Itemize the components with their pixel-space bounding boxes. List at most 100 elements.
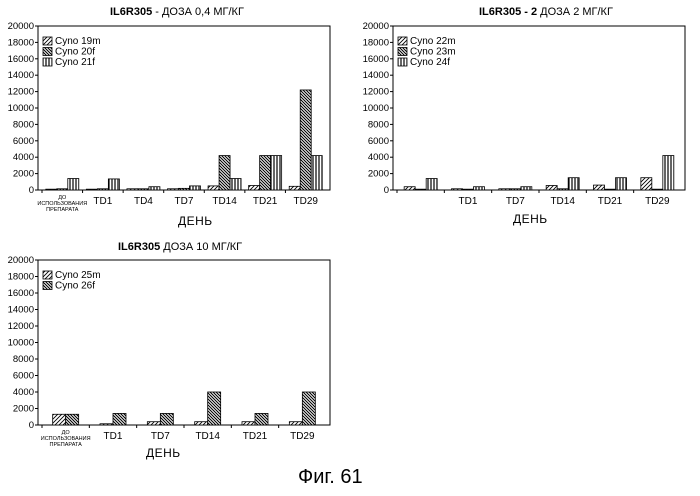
bar-cyno-20f — [300, 90, 311, 190]
legend-label: Cyno 26f — [55, 281, 95, 292]
bar-cyno-25m — [100, 424, 113, 425]
bar-cyno-23m — [605, 189, 616, 190]
legend-label: Cyno 25m — [55, 270, 101, 281]
y-tick-label: 8000 — [368, 119, 389, 130]
x-tick-label: TD29 — [645, 196, 670, 207]
y-tick-label: 16000 — [8, 54, 34, 65]
legend-label: Cyno 24f — [410, 57, 450, 68]
y-tick-label: 16000 — [363, 54, 389, 65]
bar-cyno-24f — [474, 187, 485, 190]
chart-panel-dose-10: IL6R305 ДОЗА 10 МГ/КГ 020004000600080001… — [0, 236, 345, 464]
x-tick-label: TD1 — [93, 196, 112, 207]
bar-cyno-21f — [311, 156, 322, 190]
y-tick-label: 10000 — [8, 103, 34, 114]
bar-cyno-26f — [113, 413, 126, 425]
bar-cyno-20f — [219, 156, 230, 190]
y-tick-label: 12000 — [363, 87, 389, 98]
x-axis-title: ДЕНЬ — [146, 446, 181, 460]
bar-cyno-25m — [289, 422, 302, 425]
bar-cyno-24f — [616, 178, 627, 190]
chart-panel-dose-2: IL6R305 - 2 ДОЗА 2 МГ/КГ 020004000600080… — [355, 0, 700, 235]
y-tick-label: 2000 — [13, 404, 34, 415]
bar-cyno-26f — [66, 414, 79, 425]
legend-swatch — [398, 48, 407, 56]
bar-cyno-25m — [242, 422, 255, 425]
legend-label: Cyno 22m — [410, 36, 456, 47]
x-tick-label: TD1 — [459, 196, 478, 207]
bar-cyno-26f — [208, 392, 221, 425]
bar-cyno-21f — [149, 187, 160, 190]
bar-cyno-22m — [546, 185, 557, 190]
bar-cyno-20f — [138, 189, 149, 190]
legend-label: Cyno 23m — [410, 47, 456, 58]
bar-cyno-23m — [415, 189, 426, 190]
legend-swatch — [43, 282, 52, 290]
y-tick-label: 12000 — [8, 87, 34, 98]
bar-cyno-25m — [195, 422, 208, 425]
bar-cyno-19m — [46, 189, 57, 190]
x-tick-label: TD14 — [195, 431, 220, 442]
bar-cyno-24f — [568, 178, 579, 190]
bar-cyno-20f — [57, 189, 68, 190]
bar-cyno-19m — [86, 189, 97, 190]
bar-cyno-24f — [663, 156, 674, 190]
bar-cyno-26f — [255, 413, 268, 425]
bar-cyno-23m — [557, 189, 568, 190]
bar-chart-2: 0200040006000800010000120001400016000180… — [0, 236, 345, 464]
x-tick-label: TD21 — [243, 431, 268, 442]
bar-cyno-21f — [108, 179, 119, 190]
y-tick-label: 20000 — [8, 21, 34, 32]
x-tick-label: TD21 — [253, 196, 278, 207]
bar-cyno-22m — [452, 189, 463, 190]
y-tick-label: 8000 — [13, 354, 34, 365]
bar-cyno-20f — [97, 189, 108, 190]
legend-swatch — [43, 271, 52, 279]
y-tick-label: 18000 — [8, 37, 34, 48]
legend-swatch — [43, 37, 52, 45]
x-tick-label: TD29 — [293, 196, 318, 207]
x-tick-label: TD29 — [290, 431, 315, 442]
bar-chart-1: 0200040006000800010000120001400016000180… — [355, 0, 700, 235]
bar-cyno-22m — [594, 185, 605, 190]
legend-swatch — [398, 37, 407, 45]
x-tick-label: TD21 — [598, 196, 623, 207]
bar-cyno-21f — [190, 186, 201, 190]
legend-label: Cyno 19m — [55, 36, 101, 47]
x-axis-title: ДЕНЬ — [178, 214, 213, 228]
y-tick-label: 8000 — [13, 119, 34, 130]
y-tick-label: 6000 — [13, 371, 34, 382]
x-tick-label: TD14 — [212, 196, 237, 207]
x-tick-label: TD7 — [506, 196, 525, 207]
x-tick-label: ПРЕПАРАТА — [46, 207, 79, 213]
bar-cyno-23m — [463, 189, 474, 190]
bar-cyno-22m — [404, 187, 415, 190]
bar-cyno-22m — [499, 189, 510, 190]
y-tick-label: 20000 — [363, 21, 389, 32]
y-tick-label: 6000 — [13, 136, 34, 147]
y-tick-label: 12000 — [8, 321, 34, 332]
bar-cyno-23m — [510, 189, 521, 190]
y-tick-label: 20000 — [8, 255, 34, 266]
y-tick-label: 2000 — [368, 169, 389, 180]
y-tick-label: 4000 — [368, 152, 389, 163]
bar-cyno-26f — [160, 413, 173, 425]
x-tick-label: TD4 — [134, 196, 153, 207]
bar-cyno-20f — [179, 188, 190, 190]
bar-cyno-24f — [426, 179, 437, 190]
bar-cyno-26f — [302, 392, 315, 425]
bar-cyno-19m — [168, 189, 179, 190]
y-tick-label: 14000 — [363, 70, 389, 81]
bar-cyno-24f — [521, 187, 532, 190]
bar-cyno-22m — [641, 178, 652, 190]
y-tick-label: 4000 — [13, 387, 34, 398]
bar-cyno-20f — [260, 156, 271, 190]
bar-chart-0: 0200040006000800010000120001400016000180… — [0, 0, 345, 235]
legend-label: Cyno 20f — [55, 47, 95, 58]
bar-cyno-23m — [652, 189, 663, 190]
bar-cyno-25m — [53, 414, 66, 425]
y-tick-label: 16000 — [8, 288, 34, 299]
bar-cyno-21f — [68, 179, 79, 190]
y-tick-label: 14000 — [8, 305, 34, 316]
bar-cyno-21f — [271, 156, 282, 190]
bar-cyno-25m — [147, 422, 160, 425]
